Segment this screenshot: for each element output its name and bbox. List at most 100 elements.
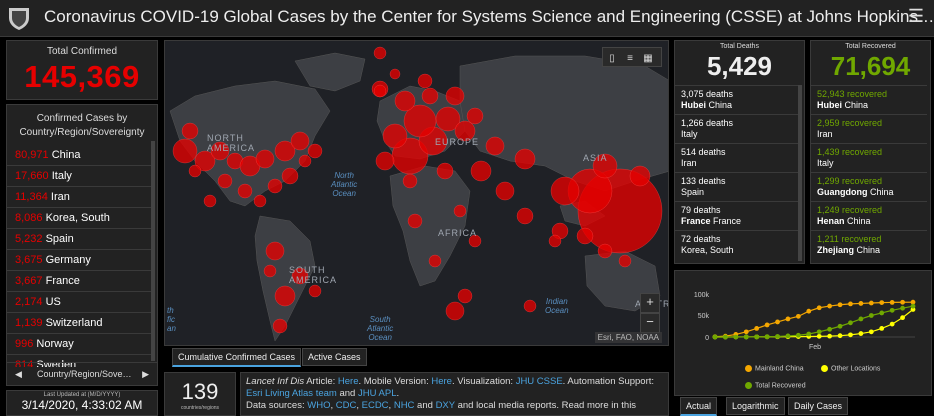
data-point[interactable] (816, 333, 822, 339)
list-item[interactable]: 1,439 recovered Italy (811, 143, 927, 172)
case-bubble[interactable] (253, 194, 267, 208)
list-item[interactable]: 996 Norway (7, 334, 153, 355)
data-point[interactable] (754, 334, 760, 340)
case-bubble[interactable] (274, 285, 296, 307)
case-bubble[interactable] (274, 140, 296, 162)
list-item[interactable]: 1,139 Switzerland (7, 313, 153, 334)
data-point[interactable] (764, 334, 770, 340)
case-bubble[interactable] (382, 123, 408, 149)
case-bubble[interactable] (263, 264, 277, 278)
list-item[interactable]: 1,266 deaths Italy (675, 114, 799, 143)
case-bubble[interactable] (470, 160, 492, 182)
bookmark-icon[interactable]: ▯ (609, 53, 615, 64)
data-point[interactable] (827, 326, 833, 332)
list-item[interactable]: 80,971 China (7, 145, 153, 166)
data-point[interactable] (827, 303, 833, 309)
data-point[interactable] (900, 299, 905, 305)
data-point[interactable] (910, 303, 916, 309)
tab-daily-cases[interactable]: Daily Cases (788, 397, 849, 415)
list-item[interactable]: 1,299 recovered Guangdong China (811, 172, 927, 201)
case-bubble[interactable] (217, 173, 233, 189)
list-item[interactable]: 133 deaths Spain (675, 172, 799, 201)
data-point[interactable] (910, 307, 916, 312)
data-point[interactable] (743, 334, 749, 340)
case-bubble[interactable] (298, 154, 312, 168)
list-item[interactable]: 3,667 France (7, 271, 153, 292)
case-bubble[interactable] (255, 149, 275, 169)
case-bubble[interactable] (468, 234, 482, 248)
list-item[interactable]: 1,211 recovered Zhejiang China (811, 230, 927, 259)
case-bubble[interactable] (194, 150, 216, 172)
mobile-version-link[interactable]: Here (431, 376, 452, 387)
data-point[interactable] (858, 331, 864, 336)
case-bubble[interactable] (457, 288, 473, 304)
data-point[interactable] (816, 305, 822, 311)
case-bubble[interactable] (523, 299, 537, 313)
data-point[interactable] (879, 300, 885, 305)
case-bubble[interactable] (394, 90, 416, 112)
jhu-csse-link[interactable]: JHU CSSE (515, 376, 563, 387)
esri-link[interactable]: Esri Living Atlas team (246, 388, 337, 399)
data-point[interactable] (858, 316, 864, 322)
qr-icon[interactable]: ▦ (643, 53, 653, 64)
data-point[interactable] (837, 302, 843, 308)
list-item[interactable]: 11,364 Iran (7, 187, 153, 208)
list-item[interactable]: 79 deaths France France (675, 201, 799, 230)
data-point[interactable] (764, 322, 770, 328)
case-bubble[interactable] (597, 243, 613, 259)
case-bubble[interactable] (265, 241, 285, 261)
data-point[interactable] (848, 301, 853, 307)
case-bubble[interactable] (550, 176, 580, 206)
data-point[interactable] (775, 319, 780, 325)
data-point[interactable] (848, 332, 853, 338)
list-item[interactable]: 52,943 recovered Hubei China (811, 85, 927, 114)
case-bubble[interactable] (428, 254, 442, 268)
data-point[interactable] (785, 316, 791, 322)
list-item[interactable]: 72 deaths Korea, South (675, 230, 799, 259)
case-bubble[interactable] (436, 162, 454, 180)
zoom-out-button[interactable]: − (640, 313, 660, 333)
data-point[interactable] (868, 313, 874, 318)
data-point[interactable] (775, 334, 780, 339)
case-bubble[interactable] (402, 173, 418, 189)
case-bubble[interactable] (403, 104, 437, 138)
case-bubble[interactable] (375, 151, 395, 171)
data-point[interactable] (879, 326, 885, 331)
data-point[interactable] (754, 326, 760, 331)
zoom-in-button[interactable]: + (640, 293, 660, 313)
case-bubble[interactable] (267, 178, 283, 194)
data-point[interactable] (795, 332, 801, 338)
case-bubble[interactable] (592, 153, 618, 179)
list-item[interactable]: 5,232 Spain (7, 229, 153, 250)
data-point[interactable] (795, 313, 801, 319)
case-bubble[interactable] (548, 234, 562, 248)
list-item[interactable]: 1,249 recovered Henan China (811, 201, 927, 230)
case-bubble[interactable] (454, 120, 476, 142)
case-bubble[interactable] (308, 284, 322, 298)
list-item[interactable]: 8,086 Korea, South (7, 208, 153, 229)
ecdc-link[interactable]: ECDC (361, 400, 389, 411)
data-point[interactable] (900, 305, 905, 311)
case-bubble[interactable] (307, 143, 323, 159)
data-point[interactable] (848, 320, 853, 326)
data-point[interactable] (712, 334, 718, 340)
list-item[interactable]: 2,959 recovered Iran (811, 114, 927, 143)
data-point[interactable] (827, 333, 833, 339)
data-point[interactable] (889, 299, 895, 305)
case-bubble[interactable] (445, 86, 465, 106)
data-point[interactable] (837, 333, 843, 339)
list-icon[interactable]: ≡ (627, 53, 633, 64)
list-item[interactable]: 2,174 US (7, 292, 153, 313)
tab-logarithmic[interactable]: Logarithmic (726, 397, 785, 415)
case-bubble[interactable] (272, 318, 288, 334)
case-bubble[interactable] (290, 131, 310, 151)
data-point[interactable] (743, 329, 749, 335)
data-point[interactable] (879, 310, 885, 316)
chevron-right-icon[interactable]: ▶ (142, 369, 149, 379)
case-bubble[interactable] (181, 122, 199, 140)
nhc-link[interactable]: NHC (393, 400, 415, 411)
tab-active-cases[interactable]: Active Cases (302, 348, 367, 366)
case-bubble[interactable] (210, 141, 230, 161)
data-point[interactable] (889, 321, 895, 327)
tab-cumulative-confirmed[interactable]: Cumulative Confirmed Cases (172, 348, 302, 367)
